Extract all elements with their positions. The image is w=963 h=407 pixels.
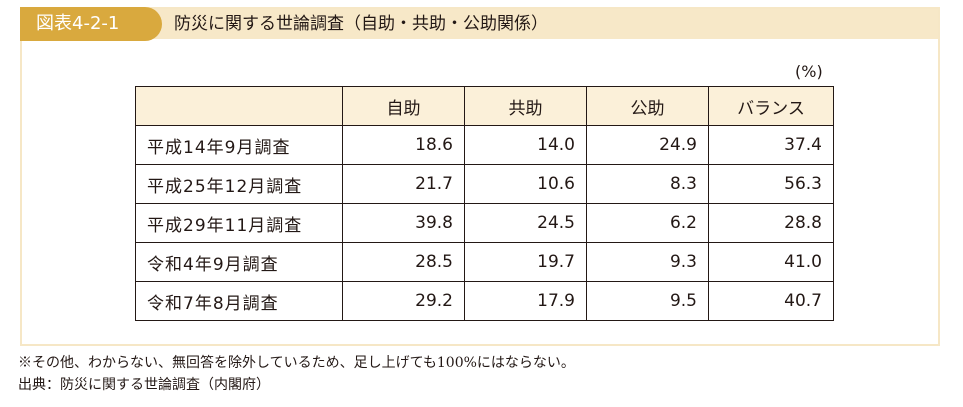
table-row: 令和4年9月調査 28.5 19.7 9.3 41.0 (135, 242, 834, 282)
cell-value: 28.8 (708, 203, 834, 243)
cell-value: 39.8 (342, 203, 465, 243)
table-row: 平成29年11月調査 39.8 24.5 6.2 28.8 (135, 203, 834, 243)
unit-label: (%) (795, 62, 823, 81)
row-label: 平成29年11月調査 (135, 203, 343, 243)
cell-value: 9.3 (586, 242, 709, 282)
column-header-balance: バランス (708, 86, 834, 126)
cell-value: 6.2 (586, 203, 709, 243)
column-header-kojo: 公助 (586, 86, 709, 126)
cell-value: 29.2 (342, 281, 465, 321)
cell-value: 18.6 (342, 125, 465, 165)
cell-value: 21.7 (342, 164, 465, 204)
row-label: 令和4年9月調査 (135, 242, 343, 282)
cell-value: 8.3 (586, 164, 709, 204)
cell-value: 56.3 (708, 164, 834, 204)
corner-cell (135, 86, 343, 126)
row-label: 令和7年8月調査 (135, 281, 343, 321)
cell-value: 19.7 (464, 242, 587, 282)
table-header-row: 自助 共助 公助 バランス (135, 86, 834, 126)
cell-value: 24.5 (464, 203, 587, 243)
cell-value: 41.0 (708, 242, 834, 282)
column-header-kyojo: 共助 (464, 86, 587, 126)
cell-value: 17.9 (464, 281, 587, 321)
cell-value: 40.7 (708, 281, 834, 321)
column-header-jijo: 自助 (342, 86, 465, 126)
footnote: ※その他、わからない、無回答を除外しているため、足し上げても100%にはならない… (18, 355, 575, 371)
table-row: 平成14年9月調査 18.6 14.0 24.9 37.4 (135, 125, 834, 165)
row-label: 平成25年12月調査 (135, 164, 343, 204)
source-note: 出典：防災に関する世論調査（内閣府） (18, 377, 270, 393)
cell-value: 28.5 (342, 242, 465, 282)
survey-table: 自助 共助 公助 バランス 平成14年9月調査 18.6 14.0 24.9 3… (135, 86, 834, 321)
row-label: 平成14年9月調査 (135, 125, 343, 165)
cell-value: 37.4 (708, 125, 834, 165)
table-row: 平成25年12月調査 21.7 10.6 8.3 56.3 (135, 164, 834, 204)
figure-label: 図表4-2-1 (20, 7, 162, 41)
figure-header-bar: 図表4-2-1 防災に関する世論調査（自助・共助・公助関係） (20, 7, 938, 41)
cell-value: 9.5 (586, 281, 709, 321)
cell-value: 14.0 (464, 125, 587, 165)
cell-value: 10.6 (464, 164, 587, 204)
figure-panel: 図表4-2-1 防災に関する世論調査（自助・共助・公助関係） (%) 自助 共助… (20, 7, 940, 346)
table-row: 令和7年8月調査 29.2 17.9 9.5 40.7 (135, 281, 834, 321)
cell-value: 24.9 (586, 125, 709, 165)
figure-title: 防災に関する世論調査（自助・共助・公助関係） (174, 14, 548, 34)
